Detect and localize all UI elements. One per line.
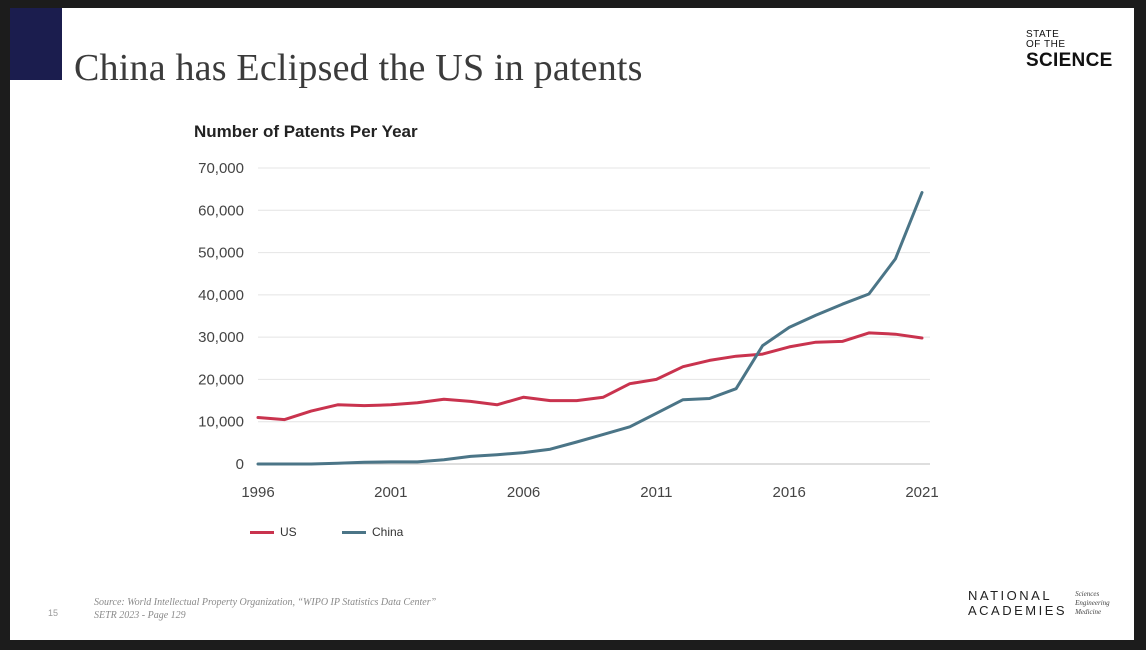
x-tick-label: 2011 — [640, 484, 672, 501]
logo-sciences-text: Sciences — [1075, 589, 1100, 598]
source-note: Source: World Intellectual Property Orga… — [94, 596, 436, 622]
legend-label-china: China — [372, 525, 404, 539]
y-tick-label: 40,000 — [198, 287, 244, 304]
logo-science-text: SCIENCE — [1026, 50, 1113, 71]
logo-medicine-text: Medicine — [1075, 607, 1102, 616]
page-number: 15 — [48, 608, 59, 618]
y-tick-label: 60,000 — [198, 202, 244, 219]
national-academies-logo: NATIONAL ACADEMIES Sciences Engineering … — [968, 588, 1110, 618]
x-tick-label: 2016 — [773, 484, 806, 501]
logo-of-the-text: OF THE — [1026, 39, 1066, 50]
y-tick-label: 10,000 — [198, 414, 244, 431]
y-tick-label: 30,000 — [198, 329, 244, 346]
source-line-1: Source: World Intellectual Property Orga… — [94, 597, 437, 608]
logo-engineering-text: Engineering — [1075, 598, 1110, 607]
x-tick-label: 2021 — [905, 484, 938, 501]
slide-title: China has Eclipsed the US in patents — [74, 47, 643, 89]
series-line-china — [256, 191, 924, 466]
chart-title: Number of Patents Per Year — [194, 122, 418, 141]
line-chart: 0 10,000 20,000 30,000 40,000 50,000 60,000 70,… — [198, 160, 939, 501]
legend-label-us: US — [280, 525, 297, 539]
legend-swatch-us — [250, 530, 274, 534]
y-tick-label: 70,000 — [198, 160, 244, 177]
source-line-2: SETR 2023 - Page 129 — [94, 610, 186, 621]
legend-item-china: China — [342, 524, 403, 540]
x-tick-label: 1996 — [241, 484, 274, 501]
y-tick-label: 0 — [236, 456, 244, 473]
x-tick-label: 2006 — [507, 484, 540, 501]
slide: China has Eclipsed the US in patents STA… — [10, 8, 1134, 640]
y-tick-label: 50,000 — [198, 245, 244, 262]
x-tick-label: 2001 — [374, 484, 407, 501]
logo-academies-text: ACADEMIES — [968, 603, 1068, 618]
logo-state-text: STATE — [1026, 29, 1060, 40]
state-of-the-science-logo: STATE OF THE SCIENCE — [1026, 29, 1118, 71]
series-line-us — [256, 331, 924, 422]
legend-item-us: US — [250, 524, 297, 540]
y-tick-label: 20,000 — [198, 371, 244, 388]
logo-national-text: NATIONAL — [968, 588, 1053, 603]
legend-swatch-china — [342, 530, 366, 534]
accent-block — [10, 8, 62, 80]
